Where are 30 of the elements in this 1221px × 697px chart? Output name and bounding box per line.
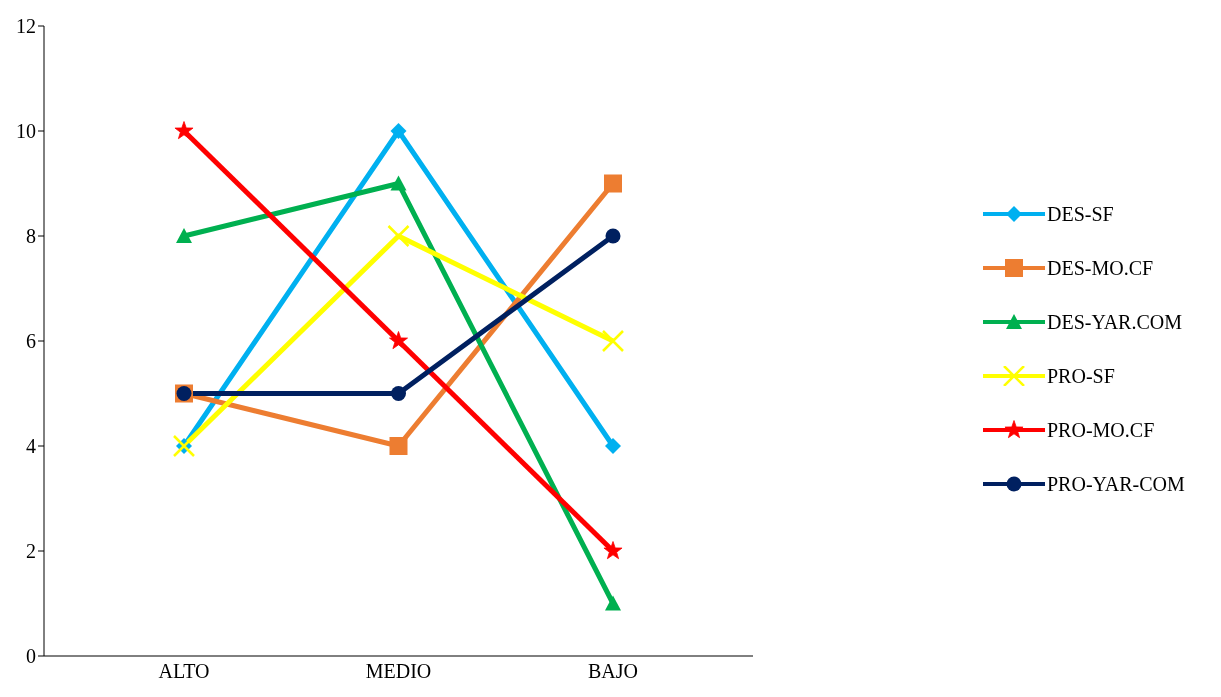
legend-label: PRO-YAR-COM <box>1047 472 1185 496</box>
legend-label: DES-MO.CF <box>1047 256 1154 280</box>
point <box>390 123 407 139</box>
y-tick-label: 10 <box>16 120 36 143</box>
point <box>387 224 410 248</box>
point <box>605 438 621 454</box>
point <box>605 228 621 244</box>
legend-label: PRO-MO.CF <box>1047 418 1155 442</box>
point <box>604 174 622 193</box>
y-tick-label: 6 <box>26 330 36 353</box>
point <box>603 541 623 560</box>
y-tick-label: 8 <box>26 225 36 248</box>
point <box>601 329 625 353</box>
legend-label: DES-SF <box>1047 202 1114 226</box>
legend-label: DES-YAR.COM <box>1047 310 1183 334</box>
x-tick-label: ALTO <box>158 660 210 683</box>
x-tick-label: MEDIO <box>365 660 432 683</box>
point <box>390 175 407 191</box>
legend-label: PRO-SF <box>1047 364 1115 388</box>
point <box>391 386 406 401</box>
point <box>174 121 194 140</box>
point <box>389 437 408 455</box>
point <box>389 331 408 350</box>
point <box>605 595 621 611</box>
point <box>176 228 192 243</box>
y-tick-label: 12 <box>16 15 36 38</box>
y-tick-label: 0 <box>26 645 36 668</box>
y-tick-label: 4 <box>26 435 36 458</box>
y-tick-label: 2 <box>26 540 36 563</box>
x-tick-label: BAJO <box>587 660 639 683</box>
